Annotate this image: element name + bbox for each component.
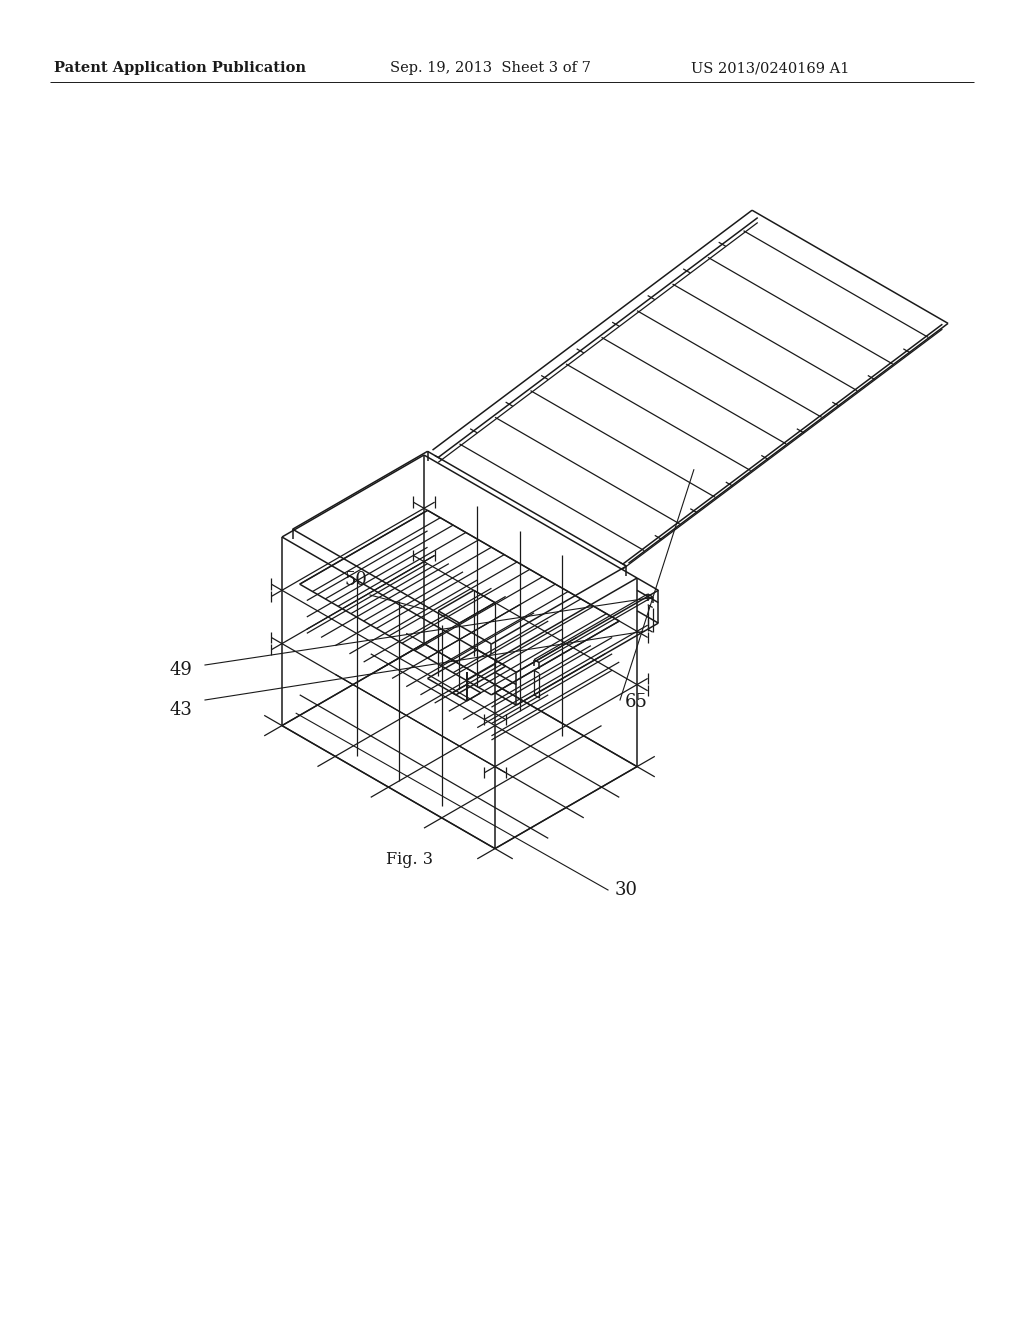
Text: 65: 65	[625, 693, 648, 711]
Text: 30: 30	[615, 880, 638, 899]
Text: Sep. 19, 2013  Sheet 3 of 7: Sep. 19, 2013 Sheet 3 of 7	[389, 61, 591, 75]
Text: Fig. 3: Fig. 3	[386, 851, 433, 869]
Text: 43: 43	[170, 701, 193, 719]
Text: US 2013/0240169 A1: US 2013/0240169 A1	[691, 61, 849, 75]
Text: 49: 49	[170, 661, 193, 678]
Text: 50: 50	[345, 572, 368, 589]
Text: Patent Application Publication: Patent Application Publication	[54, 61, 306, 75]
